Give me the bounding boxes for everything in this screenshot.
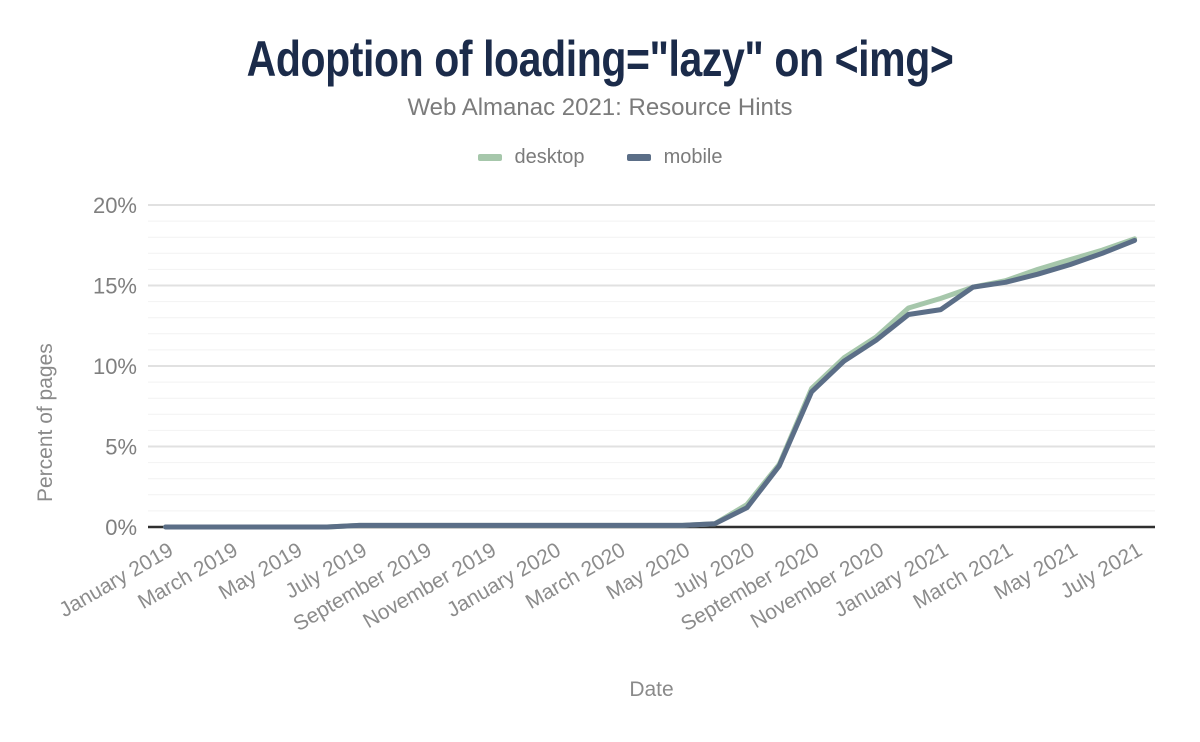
y-tick-label: 5% bbox=[105, 435, 137, 460]
y-tick-label: 0% bbox=[105, 515, 137, 540]
legend-swatch-mobile bbox=[626, 154, 651, 161]
gridlines bbox=[148, 204, 1155, 512]
y-tick-labels: 0% 5% 10% 15% 20% bbox=[93, 193, 137, 540]
chart-subtitle: Web Almanac 2021: Resource Hints bbox=[407, 94, 793, 121]
legend-label-mobile: mobile bbox=[663, 146, 723, 168]
legend: desktop mobile bbox=[0, 146, 1200, 169]
legend-item-desktop[interactable]: desktop bbox=[477, 146, 585, 169]
mobile-line bbox=[163, 237, 1138, 530]
chart-title: Adoption of loading="lazy" on <img> bbox=[246, 31, 954, 87]
y-axis-title: Percent of pages bbox=[34, 343, 57, 502]
legend-swatch-desktop bbox=[477, 154, 502, 161]
desktop-line bbox=[163, 236, 1138, 530]
legend-label-desktop: desktop bbox=[514, 146, 585, 168]
y-tick-label: 15% bbox=[93, 274, 137, 299]
y-tick-label: 20% bbox=[93, 193, 137, 218]
legend-item-mobile[interactable]: mobile bbox=[626, 146, 723, 169]
x-axis-title: Date bbox=[629, 678, 674, 701]
y-tick-label: 10% bbox=[93, 354, 137, 379]
